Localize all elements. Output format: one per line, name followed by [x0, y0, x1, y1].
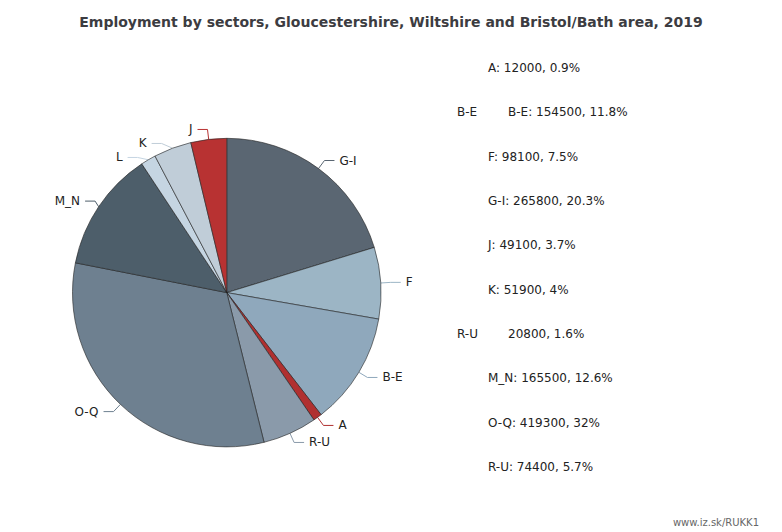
svg-text:G-I: G-I — [339, 154, 356, 168]
svg-text:O-Q: O-Q — [75, 405, 99, 419]
svg-text:M_N: M_N — [55, 194, 80, 208]
svg-text:B-E: B-E — [457, 105, 477, 119]
svg-text:K: 51900, 4%: K: 51900, 4% — [488, 283, 569, 297]
svg-text:R-U: 74400, 5.7%: R-U: 74400, 5.7% — [488, 460, 593, 474]
svg-text:L: L — [116, 150, 123, 164]
svg-text:Employment by sectors, Glouces: Employment by sectors, Gloucestershire, … — [79, 14, 702, 30]
svg-text:J: 49100, 3.7%: J: 49100, 3.7% — [487, 238, 576, 252]
svg-text:R-U: R-U — [457, 327, 478, 341]
svg-text:G-I: 265800, 20.3%: G-I: 265800, 20.3% — [488, 194, 605, 208]
svg-text:B-E: B-E — [382, 370, 402, 384]
svg-text:20800, 1.6%: 20800, 1.6% — [508, 327, 584, 341]
svg-text:K: K — [139, 136, 148, 150]
svg-text:F: F — [406, 275, 413, 289]
svg-text:J: J — [188, 122, 193, 136]
svg-text:F: 98100, 7.5%: F: 98100, 7.5% — [488, 150, 578, 164]
svg-text:O-Q: 419300, 32%: O-Q: 419300, 32% — [488, 416, 600, 430]
svg-text:B-E: 154500, 11.8%: B-E: 154500, 11.8% — [508, 105, 628, 119]
svg-text:M_N: 165500, 12.6%: M_N: 165500, 12.6% — [488, 371, 613, 385]
svg-text:A: 12000, 0.9%: A: 12000, 0.9% — [488, 61, 580, 75]
svg-text:www.iz.sk/RUKK1: www.iz.sk/RUKK1 — [673, 517, 759, 528]
svg-text:A: A — [338, 418, 347, 432]
svg-text:R-U: R-U — [309, 435, 330, 449]
